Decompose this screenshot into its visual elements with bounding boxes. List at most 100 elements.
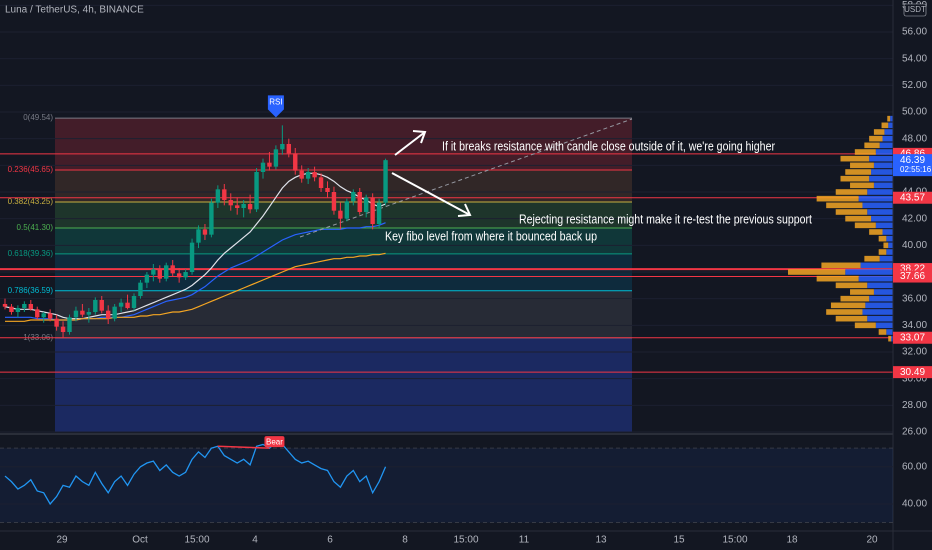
profile-sell — [878, 249, 887, 255]
candle-body — [67, 317, 72, 332]
profile-sell — [835, 209, 868, 215]
candle-body — [35, 309, 40, 318]
x-tick-label: 18 — [786, 535, 798, 546]
fib-label: 0.236(45.65) — [8, 165, 54, 174]
profile-sell — [850, 289, 874, 295]
candle-body — [157, 269, 162, 279]
profile-sell — [816, 195, 859, 202]
x-tick-label: 20 — [866, 535, 878, 546]
profile-buy — [862, 309, 893, 315]
fib-zone — [55, 228, 632, 254]
profile-buy — [858, 195, 893, 202]
candle-body — [235, 205, 240, 208]
profile-sell — [854, 222, 876, 229]
profile-buy — [879, 142, 893, 149]
profile-buy — [862, 202, 893, 209]
candle-body — [364, 197, 369, 212]
candle-body — [267, 162, 272, 167]
profile-sell — [816, 275, 859, 282]
candle-body — [286, 144, 291, 154]
profile-sell — [878, 235, 887, 242]
rsi-tick-label: 60.00 — [902, 461, 927, 472]
last-price-tag — [893, 154, 932, 177]
candle-body — [351, 192, 356, 202]
profile-sell — [840, 155, 870, 162]
candle-body — [305, 172, 311, 179]
x-tick-label: 6 — [327, 535, 333, 546]
profile-sell — [835, 282, 868, 289]
candle-body — [73, 310, 79, 318]
y-tick-label: 32.00 — [902, 347, 927, 358]
candle-body — [60, 326, 66, 332]
profile-sell — [854, 149, 876, 155]
annotation: Key fibo level from where it bounced bac… — [385, 228, 597, 243]
profile-buy — [858, 275, 893, 282]
y-tick-label: 42.00 — [902, 213, 927, 224]
candle-body — [338, 210, 343, 219]
profile-buy — [890, 115, 893, 122]
profile-buy — [873, 162, 893, 169]
divergence-tag — [264, 436, 285, 448]
profile-buy — [888, 122, 893, 129]
rsi-tick-label: 40.00 — [902, 499, 927, 510]
x-tick-label: 15:00 — [184, 535, 209, 546]
candle-body — [202, 229, 208, 235]
level-tag — [893, 331, 932, 344]
arrow-head — [457, 203, 472, 217]
profile-sell — [850, 182, 874, 189]
x-tick-label: 15 — [673, 535, 685, 546]
x-tick-label: 4 — [252, 535, 258, 546]
x-tick-label: 29 — [56, 535, 68, 546]
chart-title: Luna / TetherUS, 4h, BINANCE — [5, 5, 144, 16]
profile-sell — [869, 229, 883, 235]
fib-label: 0.618(39.36) — [8, 249, 54, 258]
x-tick-label: Oct — [132, 535, 148, 546]
y-tick-label: 48.00 — [902, 133, 927, 144]
y-tick-label: 26.00 — [902, 427, 927, 438]
profile-sell — [883, 242, 889, 249]
candle-body — [312, 172, 317, 178]
profile-sell — [830, 302, 866, 309]
candle-body — [344, 201, 350, 219]
profile-buy — [875, 222, 893, 229]
candle-body — [22, 304, 27, 308]
profile-sell — [869, 135, 883, 142]
profile-buy — [869, 295, 893, 302]
candle-body — [28, 304, 33, 310]
level-label: 30.49 — [900, 367, 925, 378]
y-tick-label: 40.00 — [902, 240, 927, 251]
profile-sell — [873, 129, 885, 135]
candle-body — [215, 189, 221, 203]
level-tag — [893, 366, 932, 379]
x-tick-label: 15:00 — [722, 535, 747, 546]
profile-buy — [869, 175, 893, 182]
profile-sell — [887, 115, 891, 122]
candle-body — [151, 269, 156, 275]
candle-body — [376, 202, 382, 224]
candle-body — [131, 296, 137, 308]
fib-label: 0.786(36.59) — [8, 286, 54, 295]
profile-sell — [840, 175, 870, 182]
candle-body — [106, 310, 111, 319]
candle-body — [370, 197, 375, 224]
fib-zone — [55, 290, 632, 338]
fib-zone — [55, 118, 632, 170]
profile-buy — [865, 302, 893, 309]
candle-body — [41, 313, 46, 318]
profile-buy — [884, 129, 893, 135]
candle-body — [118, 302, 124, 307]
x-tick-label: 15:00 — [453, 535, 478, 546]
candle-body — [144, 274, 150, 283]
profile-sell — [854, 322, 876, 329]
annotation: Rejecting resistance might make it re-te… — [519, 211, 812, 226]
profile-buy — [888, 242, 893, 249]
candle-body — [112, 306, 117, 319]
profile-sell — [864, 255, 880, 262]
candle-body — [2, 304, 8, 307]
candle-body — [273, 149, 279, 167]
fib-label: 0(49.54) — [23, 113, 53, 122]
level-tag — [893, 191, 932, 204]
candle-body — [293, 153, 298, 171]
